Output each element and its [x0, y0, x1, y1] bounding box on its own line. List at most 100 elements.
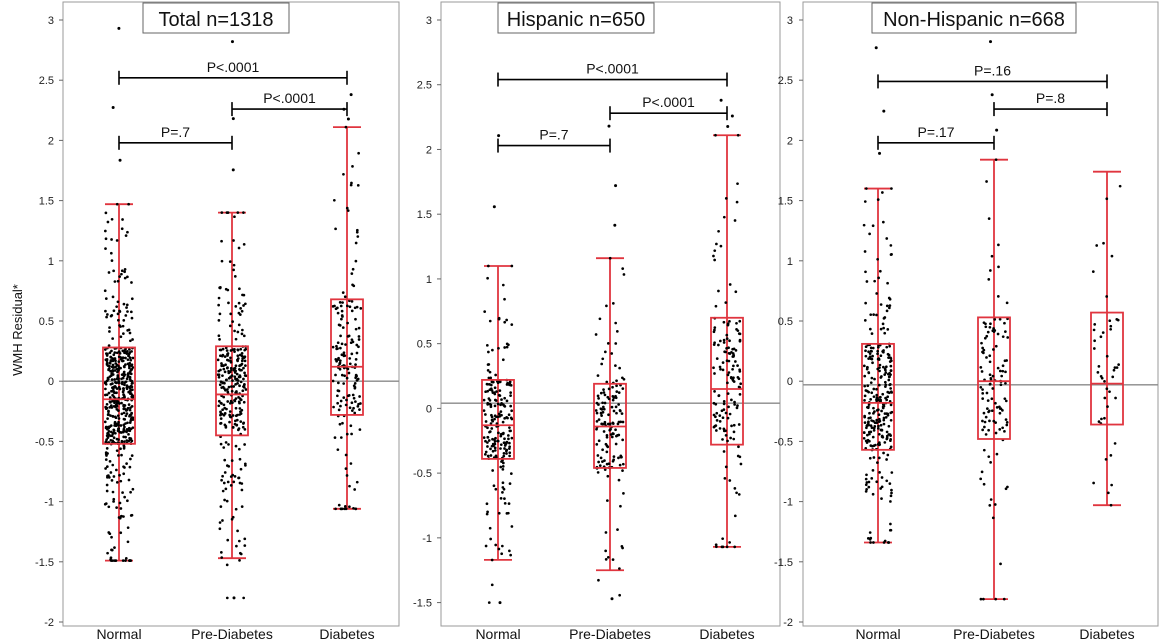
data-point — [109, 400, 112, 404]
data-point — [735, 406, 739, 410]
data-point — [731, 347, 734, 351]
data-point — [104, 358, 108, 362]
data-point — [888, 360, 892, 363]
outlier-point — [117, 26, 121, 30]
data-point — [864, 490, 868, 493]
data-point — [889, 522, 892, 526]
data-point — [712, 343, 716, 346]
data-point — [889, 438, 893, 441]
data-point — [876, 426, 880, 430]
data-point — [116, 279, 120, 283]
data-point — [602, 388, 605, 391]
data-point — [1105, 295, 1109, 298]
data-point — [220, 364, 224, 368]
data-point — [882, 316, 886, 320]
data-point — [357, 151, 360, 155]
data-point — [129, 372, 133, 376]
data-point — [882, 422, 886, 426]
data-point — [334, 373, 337, 377]
data-point — [998, 428, 1002, 431]
data-point — [1103, 396, 1107, 400]
data-point — [883, 380, 887, 384]
data-point — [609, 427, 612, 431]
data-point — [495, 390, 498, 393]
data-point — [726, 392, 730, 395]
data-point — [229, 312, 233, 316]
data-point — [115, 407, 119, 411]
data-point — [122, 465, 125, 469]
data-point — [107, 476, 111, 479]
data-point — [510, 264, 514, 268]
data-point — [344, 507, 348, 511]
data-points — [216, 40, 248, 600]
data-point — [867, 371, 871, 375]
data-point — [109, 369, 112, 373]
data-point — [603, 350, 607, 354]
significance-bracket: P=.17 — [877, 124, 995, 150]
y-tick-label: 1.5 — [778, 196, 793, 208]
data-point — [611, 398, 615, 402]
data-point — [350, 352, 354, 356]
data-point — [886, 372, 890, 376]
data-point — [107, 426, 111, 430]
data-point — [501, 465, 505, 468]
data-point — [242, 421, 246, 425]
data-point — [104, 393, 107, 397]
data-point — [220, 386, 224, 389]
data-point — [986, 330, 990, 334]
data-point — [871, 435, 875, 439]
data-point — [121, 324, 125, 328]
data-point — [219, 413, 222, 417]
data-point — [129, 358, 133, 362]
data-point — [236, 211, 240, 214]
data-point — [1100, 376, 1104, 380]
data-point — [113, 559, 117, 562]
data-point — [890, 491, 893, 495]
data-point — [500, 413, 503, 417]
p-value-label: P=.7 — [161, 124, 190, 140]
data-point — [240, 359, 244, 363]
data-point — [130, 411, 134, 415]
data-point — [241, 425, 245, 429]
data-point — [123, 495, 126, 499]
data-point — [877, 383, 881, 387]
data-point — [348, 505, 351, 509]
data-point — [487, 601, 491, 604]
data-point — [727, 359, 731, 363]
data-point — [108, 326, 111, 329]
data-point — [718, 339, 722, 343]
data-point — [359, 307, 363, 310]
data-point — [595, 419, 599, 423]
data-point — [868, 232, 871, 236]
data-point — [491, 391, 495, 395]
data-point — [618, 593, 621, 597]
data-point — [115, 363, 119, 367]
data-point — [345, 398, 348, 402]
data-point — [242, 366, 245, 370]
data-point — [719, 367, 722, 371]
data-point — [341, 421, 344, 425]
data-point — [104, 387, 107, 391]
data-point — [738, 368, 741, 372]
data-point — [1004, 418, 1008, 421]
data-point — [486, 389, 489, 393]
data-point — [116, 414, 120, 418]
data-point — [232, 239, 235, 242]
data-point — [615, 411, 618, 415]
data-point — [356, 377, 360, 381]
data-point — [227, 359, 230, 362]
data-point — [726, 416, 730, 420]
data-point — [889, 390, 893, 394]
data-point — [607, 387, 611, 391]
data-point — [113, 280, 117, 283]
data-point — [223, 423, 227, 427]
data-point — [123, 276, 127, 280]
data-point — [336, 394, 339, 398]
data-point — [863, 319, 867, 322]
plot-frame — [440, 1, 781, 627]
data-point — [611, 302, 615, 305]
data-point — [130, 281, 133, 284]
data-point — [990, 254, 994, 258]
x-tick-label: Normal — [96, 626, 141, 642]
data-point — [339, 404, 342, 408]
